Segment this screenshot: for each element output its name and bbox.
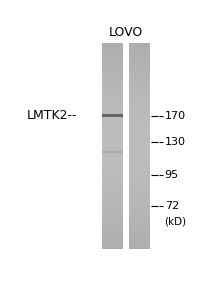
Text: (kD): (kD) [164,217,186,227]
Text: 95: 95 [164,169,178,180]
Bar [128,43,149,248]
Text: LOVO: LOVO [108,26,142,40]
Bar [102,114,122,117]
Bar [102,151,122,153]
Bar [102,43,122,248]
Text: 72: 72 [164,201,178,211]
Text: 170: 170 [164,111,185,121]
Text: 130: 130 [164,137,185,147]
Text: LMTK2--: LMTK2-- [27,109,77,122]
